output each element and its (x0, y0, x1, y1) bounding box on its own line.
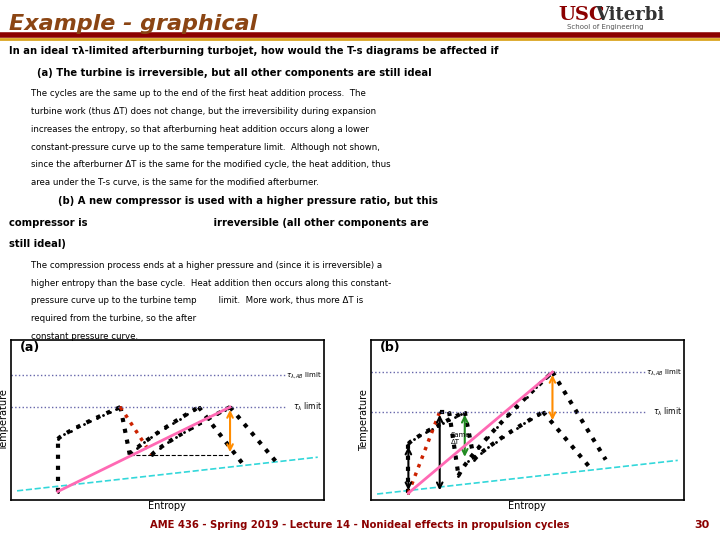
Text: Same
ΔT: Same ΔT (451, 433, 470, 446)
Y-axis label: Temperature: Temperature (0, 389, 9, 451)
Text: compressor is                                    irreversible (all other compone: compressor is irreversible (all other co… (9, 218, 428, 228)
Text: (a) The turbine is irreversible, but all other components are still ideal: (a) The turbine is irreversible, but all… (9, 68, 431, 78)
Text: In an ideal τλ-limited afterburning turbojet, how would the T-s diagrams be affe: In an ideal τλ-limited afterburning turb… (9, 46, 498, 56)
Text: The compression process ends at a higher pressure and (since it is irreversible): The compression process ends at a higher… (9, 261, 382, 270)
Text: area under the T-s curve, is the same for the modified afterburner.: area under the T-s curve, is the same fo… (9, 178, 318, 187)
X-axis label: Entropy: Entropy (148, 501, 186, 511)
Text: USC: USC (558, 6, 605, 24)
Text: AME 436 - Spring 2019 - Lecture 14 - Nonideal effects in propulsion cycles: AME 436 - Spring 2019 - Lecture 14 - Non… (150, 520, 570, 530)
Text: The cycles are the same up to the end of the first heat addition process.  The: The cycles are the same up to the end of… (9, 89, 366, 98)
Text: increases the entropy, so that afterburning heat addition occurs along a lower: increases the entropy, so that afterburn… (9, 125, 369, 134)
Text: $\tau_{\lambda,AB}$ limit: $\tau_{\lambda,AB}$ limit (647, 367, 683, 377)
Text: (b) A new compressor is used with a higher pressure ratio, but this: (b) A new compressor is used with a high… (9, 196, 438, 206)
Text: (a): (a) (20, 341, 40, 354)
Text: since the afterburner ΔT is the same for the modified cycle, the heat addition, : since the afterburner ΔT is the same for… (9, 160, 390, 170)
Y-axis label: Temperature: Temperature (359, 389, 369, 451)
Text: $\tau_{\lambda,AB}$ limit: $\tau_{\lambda,AB}$ limit (287, 370, 323, 380)
Text: turbine work (thus ΔT) does not change, but the irreversibility during expansion: turbine work (thus ΔT) does not change, … (9, 107, 376, 116)
Text: Viterbi: Viterbi (595, 6, 665, 24)
Text: $\tau_\lambda$ limit: $\tau_\lambda$ limit (653, 406, 682, 418)
X-axis label: Entropy: Entropy (508, 501, 546, 511)
Text: constant pressure curve.: constant pressure curve. (9, 332, 138, 341)
Text: higher entropy than the base cycle.  Heat addition then occurs along this consta: higher entropy than the base cycle. Heat… (9, 279, 391, 288)
Text: still ideal): still ideal) (9, 239, 66, 249)
Text: Example - graphical: Example - graphical (9, 14, 257, 33)
Text: $\tau_\lambda$ limit: $\tau_\lambda$ limit (292, 401, 322, 413)
Text: (b): (b) (380, 341, 401, 354)
Text: constant-pressure curve up to the same temperature limit.  Although not shown,: constant-pressure curve up to the same t… (9, 143, 379, 152)
Text: School of Engineering: School of Engineering (567, 24, 643, 30)
Text: pressure curve up to the turbine temp        limit.  More work, thus more ΔT is: pressure curve up to the turbine temp li… (9, 296, 363, 306)
Text: 30: 30 (694, 520, 710, 530)
Text: required from the turbine, so the after: required from the turbine, so the after (9, 314, 196, 323)
